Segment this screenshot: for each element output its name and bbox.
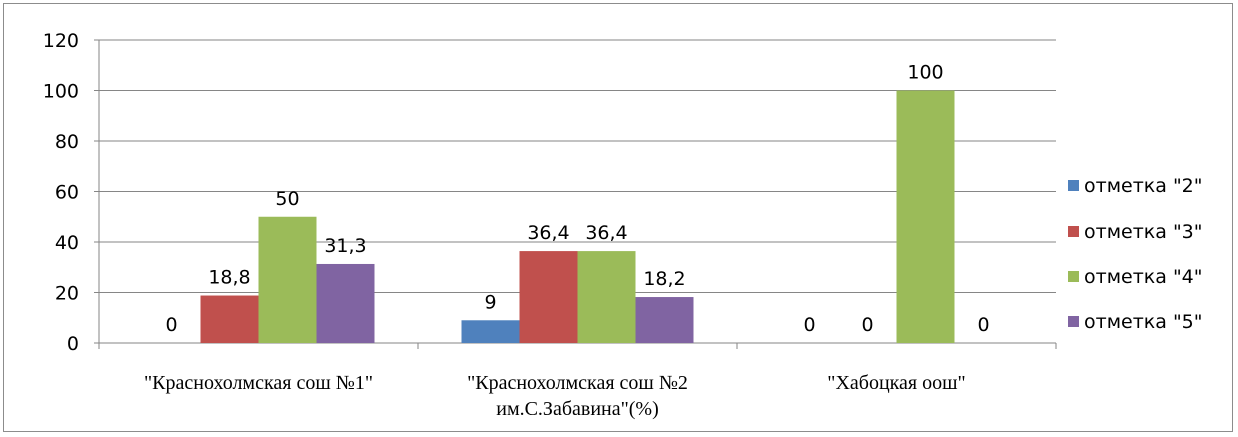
y-tick-label: 60	[55, 182, 79, 204]
data-label: 31,3	[324, 235, 366, 257]
x-category-label: "Хабоцкая оош"	[827, 372, 965, 394]
data-label: 0	[803, 314, 815, 336]
y-tick-label: 80	[55, 131, 79, 153]
legend-item-mark-2: отметка "2"	[1068, 170, 1203, 201]
legend-label-mark-3: отметка "3"	[1084, 220, 1203, 243]
y-tick-label: 100	[43, 81, 79, 103]
x-category-label: "Краснохолмская сош №1"	[144, 372, 373, 394]
data-label: 0	[977, 314, 989, 336]
legend-swatch-mark-4	[1068, 271, 1079, 282]
bar	[461, 320, 520, 343]
data-label: 36,4	[527, 222, 569, 244]
data-label: 36,4	[585, 222, 627, 244]
legend-label-mark-2: отметка "2"	[1084, 174, 1203, 197]
data-label: 9	[484, 291, 496, 313]
y-tick-label: 0	[67, 333, 79, 355]
legend-swatch-mark-5	[1068, 316, 1079, 327]
bar	[635, 297, 694, 343]
data-label: 100	[907, 62, 943, 84]
bar	[200, 295, 259, 343]
bar	[258, 216, 317, 343]
y-tick-label: 120	[43, 30, 79, 52]
y-tick-label: 40	[55, 232, 79, 254]
data-label: 0	[165, 314, 177, 336]
x-category-label: "Краснохолмская сош №2	[467, 372, 688, 394]
y-tick-label: 20	[55, 283, 79, 305]
legend-swatch-mark-3	[1068, 226, 1079, 237]
chart-legend: отметка "2" отметка "3" отметка "4" отме…	[1068, 170, 1203, 351]
legend-item-mark-5: отметка "5"	[1068, 306, 1203, 337]
data-label: 50	[275, 188, 299, 210]
legend-label-mark-4: отметка "4"	[1084, 265, 1203, 288]
bar	[316, 263, 375, 343]
legend-swatch-mark-2	[1068, 180, 1079, 191]
legend-item-mark-4: отметка "4"	[1068, 261, 1203, 292]
data-label: 0	[861, 314, 873, 336]
bar	[519, 251, 578, 343]
data-label: 18,8	[208, 267, 250, 289]
x-category-label: им.С.Забавина"(%)	[496, 398, 659, 420]
legend-label-mark-5: отметка "5"	[1084, 310, 1203, 333]
legend-item-mark-3: отметка "3"	[1068, 216, 1203, 247]
data-label: 18,2	[643, 268, 685, 290]
bar	[896, 90, 955, 343]
bar	[577, 251, 636, 343]
chart-frame	[3, 3, 1233, 432]
